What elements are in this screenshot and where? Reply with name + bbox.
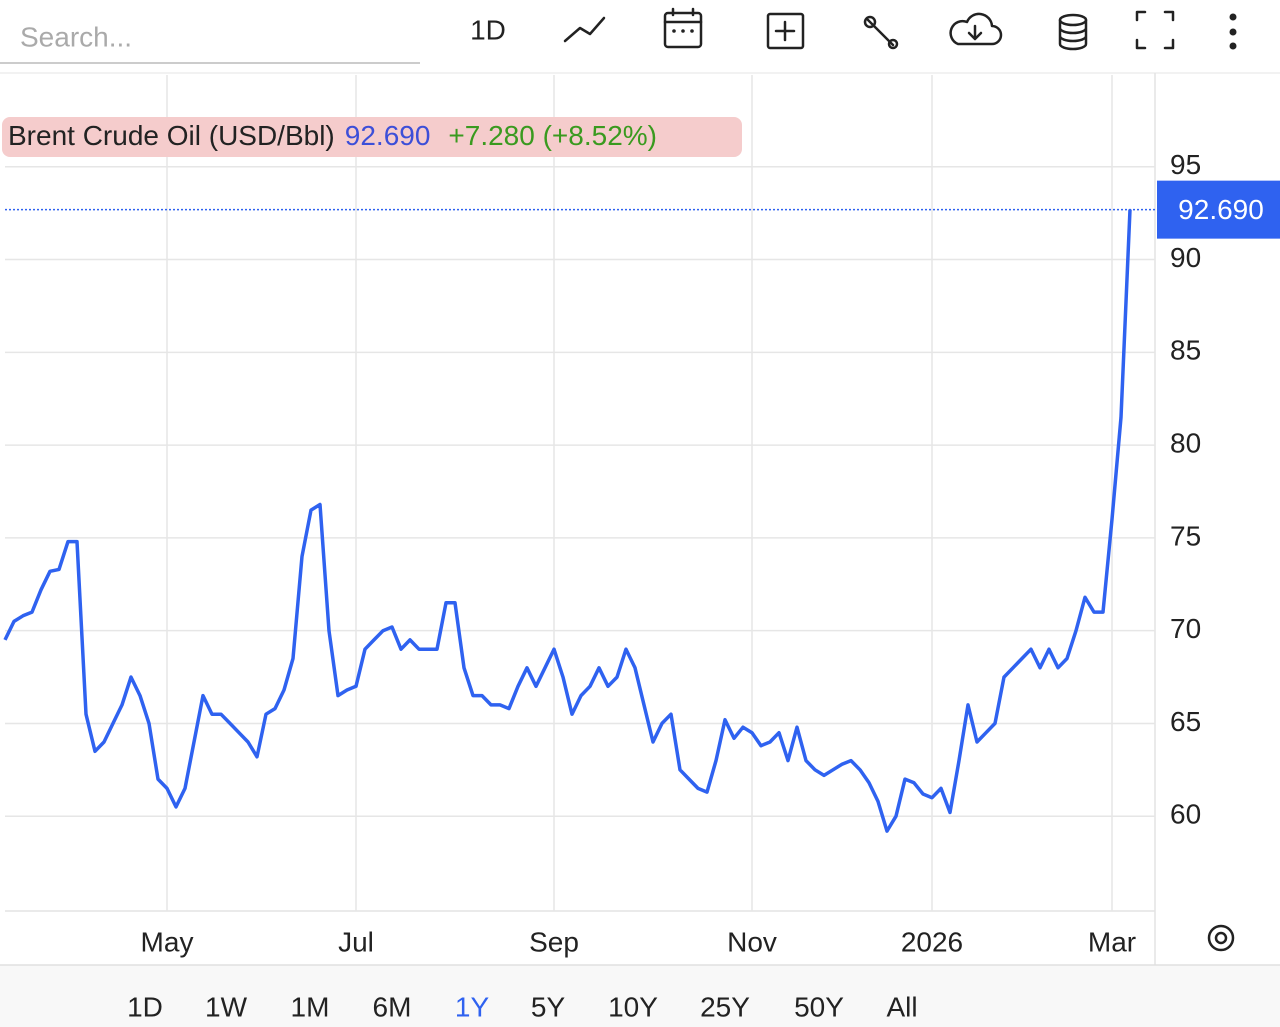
range-button[interactable]: 1M	[291, 991, 330, 1022]
x-tick-label: Mar	[1088, 926, 1136, 957]
range-button[interactable]: All	[886, 991, 917, 1022]
last-price-label: 92.690	[1178, 194, 1264, 225]
y-tick-label: 60	[1170, 799, 1201, 830]
range-button[interactable]: 5Y	[531, 991, 566, 1022]
y-tick-label: 65	[1170, 706, 1201, 737]
range-buttons: 1D 1W 1M 6M 1Y 5Y 10Y 25Y 50Y All	[127, 991, 917, 1022]
header-box	[2, 117, 742, 157]
range-button[interactable]: 10Y	[608, 991, 658, 1022]
calendar-icon[interactable]	[663, 7, 703, 49]
plot	[3, 208, 1157, 833]
y-tick-label: 95	[1170, 149, 1201, 180]
fullscreen-icon[interactable]	[1135, 10, 1175, 50]
y-tick-label: 85	[1170, 335, 1201, 366]
interval-button[interactable]: 1D	[470, 14, 506, 45]
download-icon[interactable]	[949, 12, 1003, 46]
x-tick-label: Jul	[338, 926, 374, 957]
grid	[5, 75, 1155, 911]
x-tick-label: 2026	[901, 926, 963, 957]
change: +7.280 (+8.52%)	[448, 120, 657, 151]
settings-icon[interactable]	[1207, 924, 1235, 952]
range-button[interactable]: 25Y	[700, 991, 750, 1022]
price-line	[3, 209, 1132, 833]
more-icon[interactable]	[1229, 13, 1237, 50]
range-bar	[0, 965, 1280, 1027]
search-input[interactable]: Search...	[20, 21, 132, 52]
x-tick-label: Sep	[529, 926, 579, 957]
range-button[interactable]: 50Y	[794, 991, 844, 1022]
x-tick-label: May	[141, 926, 194, 957]
y-tick-label: 75	[1170, 520, 1201, 551]
y-tick-label: 70	[1170, 613, 1201, 644]
x-tick-label: Nov	[727, 926, 777, 957]
compare-icon[interactable]	[766, 12, 805, 50]
tools-icon[interactable]	[863, 15, 899, 50]
range-button[interactable]: 6M	[373, 991, 412, 1022]
svg-text:Brent Crude Oil (USD/Bbl)92.69: Brent Crude Oil (USD/Bbl) 92.690 +7.280 (+…	[8, 120, 657, 151]
price: 92.690	[345, 120, 431, 151]
range-button[interactable]: 1Y	[455, 991, 490, 1022]
range-button[interactable]: 1W	[205, 991, 248, 1022]
data-icon[interactable]	[1058, 13, 1088, 51]
y-tick-label: 80	[1170, 428, 1201, 459]
y-tick-label: 90	[1170, 242, 1201, 273]
range-button[interactable]: 1D	[127, 991, 163, 1022]
chart-type-icon[interactable]	[563, 16, 606, 43]
last-price-box	[1157, 180, 1280, 239]
instrument-name: Brent Crude Oil (USD/Bbl)	[8, 120, 335, 151]
